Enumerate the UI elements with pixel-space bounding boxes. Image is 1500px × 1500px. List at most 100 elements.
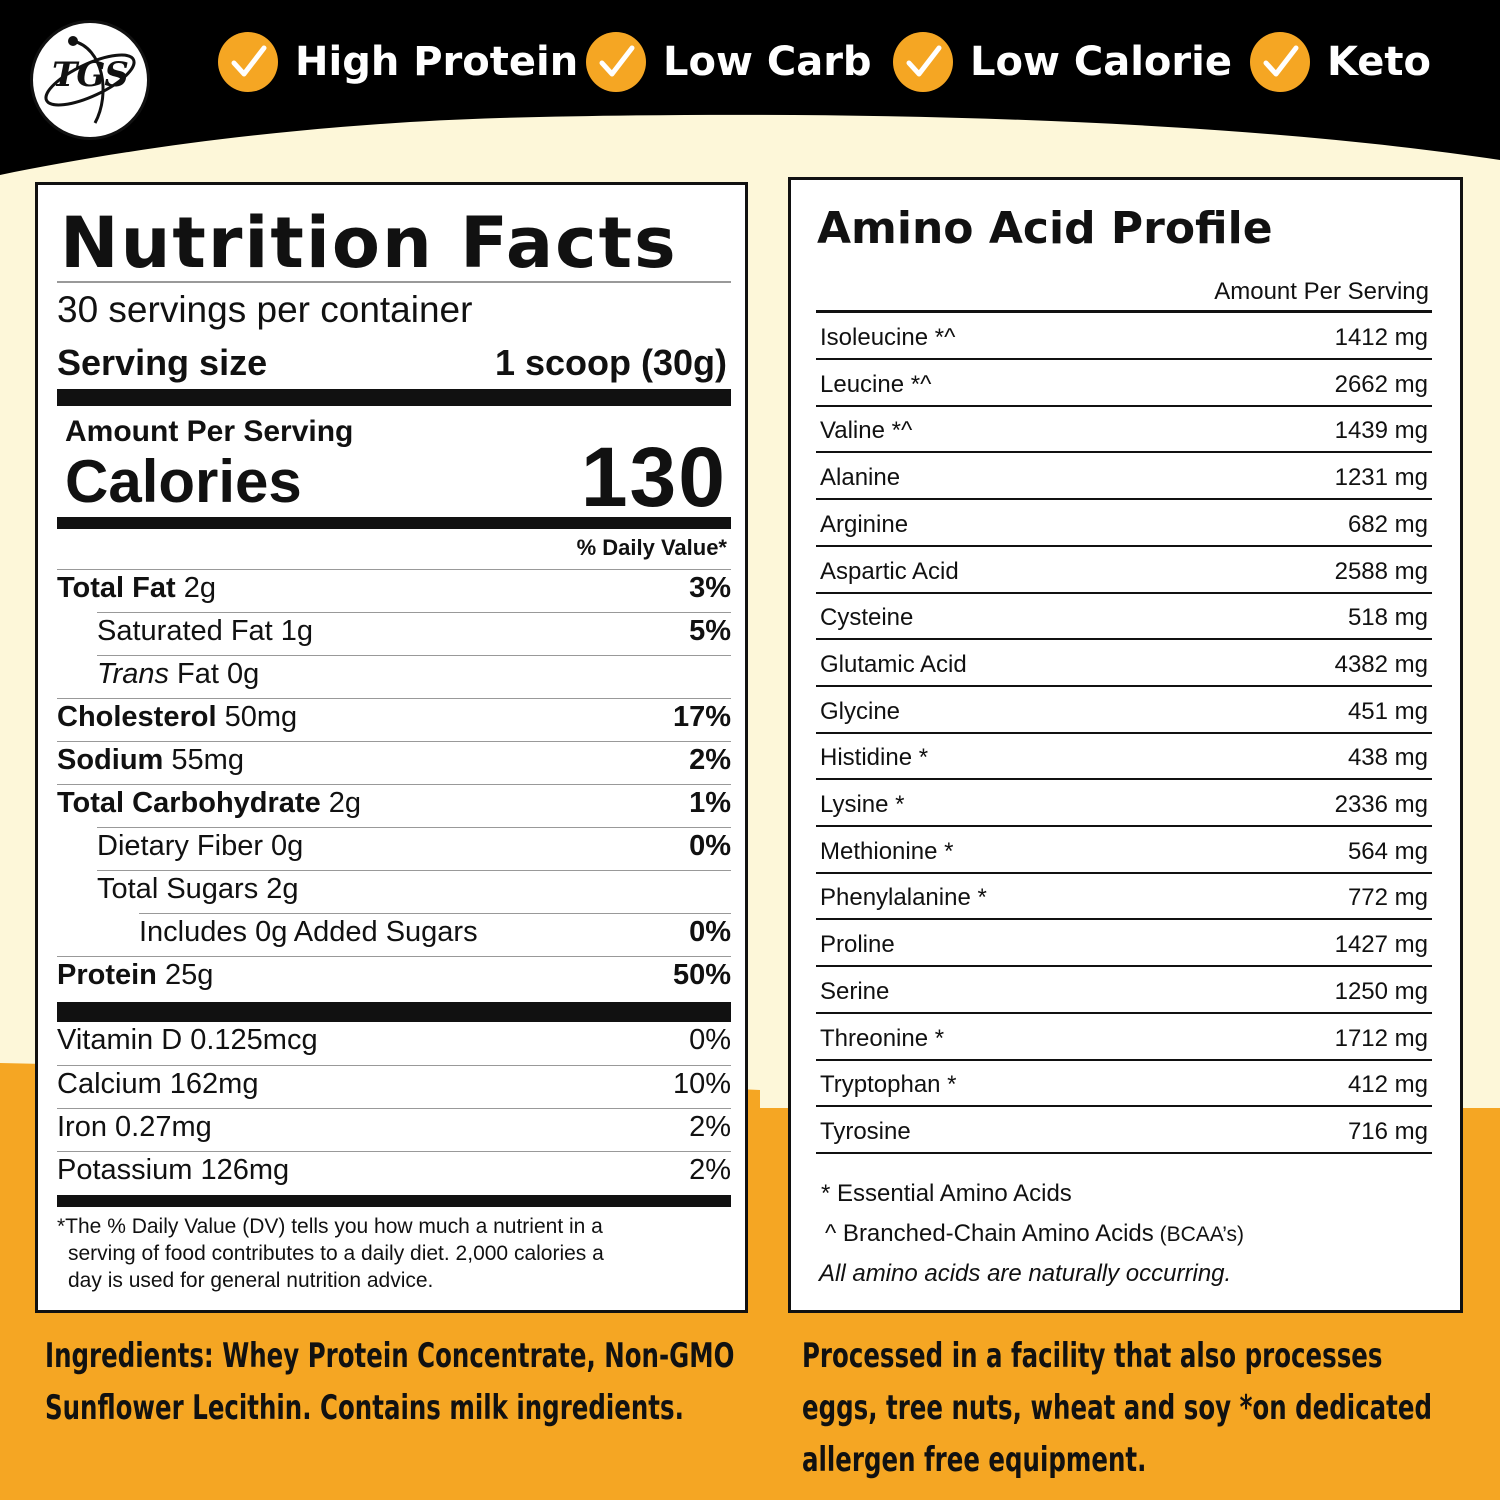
amino-amount: 564 mg <box>1347 837 1428 865</box>
allergen-line-3: allergen free equipment. <box>802 1440 1147 1480</box>
nutrient-dv: 50% <box>672 959 731 991</box>
brand-logo: TGS <box>30 20 150 140</box>
amino-row: Arginine 682 mg <box>816 499 1432 547</box>
amino-name: Proline <box>820 931 895 959</box>
amino-row: Cysteine 518 mg <box>816 592 1432 641</box>
nutrient-name: Saturated Fat 1g <box>97 615 314 647</box>
nutrient-row-total-carbohydrate: Total Carbohydrate 2g 1% <box>57 784 731 828</box>
vitamin-dv: 2% <box>689 1154 731 1186</box>
nutrient-row-cholesterol: Cholesterol 50mg 17% <box>57 698 731 742</box>
checkmark-icon <box>586 32 646 92</box>
nutrient-dv: 0% <box>689 916 731 948</box>
amino-amount: 682 mg <box>1347 510 1428 538</box>
vitamin-dv: 0% <box>689 1024 731 1056</box>
amino-row: Serine 1250 mg <box>816 966 1432 1014</box>
amino-name: Arginine <box>820 510 909 538</box>
amino-name: Phenylalanine * <box>820 884 987 912</box>
note-natural: All amino acids are naturally occurring. <box>819 1260 1232 1287</box>
amino-amount: 1250 mg <box>1334 977 1428 1005</box>
vitamin-row-potassium: Potassium 126mg 2% <box>57 1151 731 1195</box>
footnote-line-1: *The % Daily Value (DV) tells you how mu… <box>57 1215 603 1238</box>
amino-name: Leucine *^ <box>820 370 932 398</box>
nutrient-dv: 1% <box>689 787 731 819</box>
allergen-text: Processed in a facility that also proces… <box>802 1330 1432 1486</box>
amino-row: Proline 1427 mg <box>816 919 1432 968</box>
nutrient-name: Total Fat <box>57 572 176 604</box>
note-bcaa: ^ Branched-Chain Amino Acids (BCAA’s) <box>825 1220 1244 1248</box>
amino-row: Tryptophan * 412 mg <box>816 1059 1432 1108</box>
amino-row: Histidine * 438 mg <box>816 732 1432 781</box>
nutrient-row-total-fat: Total Fat 2g 3% <box>57 569 731 613</box>
amino-row: Isoleucine *^ 1412 mg <box>816 312 1432 360</box>
serving-size-label: Serving size <box>57 342 268 383</box>
logo-text: TGS <box>52 55 129 95</box>
amino-row: Leucine *^ 2662 mg <box>816 359 1432 407</box>
amino-amount: 1439 mg <box>1334 417 1428 445</box>
amino-amount: 1427 mg <box>1334 931 1428 959</box>
checkmark-icon <box>218 32 278 92</box>
nutrient-row-sodium: Sodium 55mg 2% <box>57 741 731 785</box>
vitamin-dv: 10% <box>672 1068 731 1100</box>
amino-name: Serine <box>820 977 890 1005</box>
badge-high-protein: High Protein <box>218 32 578 92</box>
amino-title: Amino Acid Profile <box>817 203 1273 254</box>
divider <box>57 281 731 283</box>
nutrient-name: Dietary Fiber 0g <box>97 830 304 862</box>
ingredients-line-2: Sunflower Lecithin. Contains milk ingred… <box>45 1388 684 1428</box>
thick-divider <box>57 517 731 529</box>
amino-row: Phenylalanine * 772 mg <box>816 872 1432 921</box>
ingredients-line-1: Ingredients: Whey Protein Concentrate, N… <box>45 1336 735 1376</box>
amino-amount: 2588 mg <box>1334 557 1428 585</box>
thick-divider <box>57 389 731 406</box>
vitamin-name: Potassium 126mg <box>57 1154 290 1186</box>
amino-amount: 716 mg <box>1347 1117 1428 1145</box>
amino-row: Methionine * 564 mg <box>816 826 1432 874</box>
nutrient-row-protein: Protein 25g 50% <box>57 956 731 1000</box>
amino-name: Aspartic Acid <box>820 557 959 585</box>
nutrient-amount: 25g <box>156 959 214 991</box>
vitamin-dv: 2% <box>689 1111 731 1143</box>
checkmark-icon <box>893 32 953 92</box>
amino-name: Glycine <box>820 697 901 725</box>
nutrient-name-italic: Trans <box>97 658 169 690</box>
calories-label: Calories <box>65 448 302 515</box>
amino-row: Tyrosine 716 mg <box>816 1106 1432 1154</box>
nutrient-name: Cholesterol <box>57 701 217 733</box>
nutrient-name: Sodium <box>57 744 164 776</box>
thick-divider <box>57 1195 731 1207</box>
serving-size-value: 1 scoop (30g) <box>494 342 727 383</box>
nutrient-dv: 0% <box>689 830 731 862</box>
badge-low-calorie: Low Calorie <box>893 32 1232 92</box>
vitamin-row-calcium: Calcium 162mg 10% <box>57 1065 731 1109</box>
amino-amount: 1712 mg <box>1334 1024 1428 1052</box>
badge-label: Keto <box>1327 39 1432 85</box>
amino-name: Tyrosine <box>820 1117 911 1145</box>
checkmark-icon <box>1250 32 1310 92</box>
amino-row: Glycine 451 mg <box>816 686 1432 734</box>
nutrient-amount: 2g <box>320 787 362 819</box>
amino-row: Glutamic Acid 4382 mg <box>816 639 1432 687</box>
amino-name: Histidine * <box>820 744 929 772</box>
amino-amount: 2336 mg <box>1334 791 1428 818</box>
nutrition-title: Nutrition Facts <box>60 202 678 284</box>
amino-amount: 518 mg <box>1347 604 1428 632</box>
badge-label: High Protein <box>295 39 579 85</box>
allergen-line-1: Processed in a facility that also proces… <box>802 1336 1383 1376</box>
amount-per-serving: Amount Per Serving <box>65 415 354 448</box>
amino-name: Methionine * <box>820 837 954 865</box>
badge-label: Low Carb <box>663 39 872 85</box>
footnote-line-2: serving of food contributes to a daily d… <box>68 1242 604 1265</box>
vitamin-row-iron: Iron 0.27mg 2% <box>57 1108 731 1152</box>
nutrient-dv: 5% <box>689 615 731 647</box>
allergen-line-2: eggs, tree nuts, wheat and soy *on dedic… <box>802 1388 1432 1428</box>
divider <box>816 310 1432 313</box>
nutrient-name: Total Carbohydrate <box>57 787 321 819</box>
logo-orbit-icon <box>44 36 136 124</box>
vitamin-name: Vitamin D 0.125mcg <box>57 1024 318 1056</box>
amino-amount: 4382 mg <box>1334 650 1428 678</box>
servings-per-container: 30 servings per container <box>57 289 473 330</box>
nutrient-name: Includes 0g Added Sugars <box>139 916 478 948</box>
note-bcaa-text: ^ Branched-Chain Amino Acids <box>825 1220 1154 1247</box>
vitamin-row-vitamin-d: Vitamin D 0.125mcg 0% <box>57 1022 731 1065</box>
daily-value-header: % Daily Value* <box>576 535 727 560</box>
